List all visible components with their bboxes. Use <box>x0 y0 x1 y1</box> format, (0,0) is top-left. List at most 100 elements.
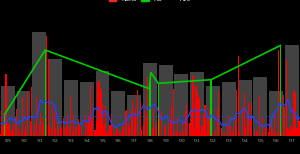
Bar <box>80 81 94 136</box>
Bar <box>167 135 168 136</box>
Bar <box>116 129 117 136</box>
Bar <box>295 94 296 136</box>
Bar <box>85 116 86 136</box>
Bar <box>206 133 207 136</box>
Bar <box>98 81 99 136</box>
Bar <box>271 123 272 136</box>
Bar <box>159 108 160 136</box>
Bar <box>164 127 165 136</box>
Bar <box>257 133 258 136</box>
Bar <box>155 126 156 136</box>
Bar <box>55 129 56 136</box>
Bar <box>117 129 118 136</box>
Bar <box>265 128 266 136</box>
Bar <box>280 45 281 136</box>
Bar <box>229 116 230 136</box>
Bar <box>134 117 135 136</box>
Bar <box>141 130 142 136</box>
Bar <box>14 117 16 136</box>
Bar <box>66 126 67 136</box>
Bar <box>112 125 114 136</box>
Bar <box>123 126 124 136</box>
Bar <box>293 91 295 136</box>
Bar <box>238 80 251 136</box>
Bar <box>124 111 126 136</box>
Bar <box>94 130 95 136</box>
Bar <box>1 111 2 136</box>
Bar <box>40 113 41 136</box>
Bar <box>33 131 34 136</box>
Bar <box>284 107 286 136</box>
Bar <box>103 125 105 136</box>
Bar <box>57 122 58 136</box>
Bar <box>143 63 157 136</box>
Bar <box>259 96 260 136</box>
Bar <box>31 87 32 136</box>
Bar <box>32 32 46 136</box>
Bar <box>211 80 212 136</box>
Bar <box>88 116 89 136</box>
Bar <box>129 126 130 136</box>
Bar <box>298 118 299 136</box>
Bar <box>136 90 138 136</box>
Bar <box>285 45 299 136</box>
Bar <box>73 114 74 136</box>
Bar <box>235 121 236 136</box>
Bar <box>17 128 19 136</box>
Bar <box>277 132 278 136</box>
Bar <box>100 89 102 136</box>
Bar <box>99 81 100 136</box>
Bar <box>8 124 10 136</box>
Bar <box>247 112 248 136</box>
Bar <box>230 126 231 136</box>
Bar <box>194 130 195 136</box>
Bar <box>195 86 196 136</box>
Bar <box>49 125 50 136</box>
Bar <box>192 76 194 136</box>
Bar <box>256 130 257 136</box>
Bar <box>52 106 53 136</box>
Bar <box>63 118 64 136</box>
Bar <box>153 108 154 136</box>
Bar <box>205 105 206 136</box>
Bar <box>5 74 7 136</box>
Bar <box>90 86 91 136</box>
Bar <box>135 109 136 136</box>
Bar <box>64 80 78 136</box>
Bar <box>118 130 120 136</box>
Bar <box>43 125 44 136</box>
Bar <box>173 89 174 136</box>
Bar <box>126 110 127 136</box>
Bar <box>287 128 289 136</box>
Bar <box>176 131 177 136</box>
Bar <box>60 126 61 136</box>
Bar <box>81 127 82 136</box>
Bar <box>150 73 151 136</box>
Bar <box>289 131 290 136</box>
Bar <box>13 124 14 136</box>
Bar <box>146 115 147 136</box>
Bar <box>269 124 270 136</box>
Bar <box>128 124 129 136</box>
Bar <box>25 126 26 136</box>
Bar <box>70 97 71 136</box>
Bar <box>27 92 28 136</box>
Bar <box>206 86 220 136</box>
Bar <box>251 102 252 136</box>
Bar <box>24 132 25 136</box>
Bar <box>72 132 73 136</box>
Bar <box>16 91 31 136</box>
Bar <box>61 128 62 136</box>
Bar <box>114 133 115 136</box>
Bar <box>185 111 186 136</box>
Bar <box>269 91 283 136</box>
Bar <box>132 100 133 136</box>
Bar <box>143 125 144 136</box>
Bar <box>108 130 109 136</box>
Bar <box>232 133 233 136</box>
Bar <box>22 97 23 136</box>
Bar <box>48 59 49 136</box>
Bar <box>106 133 108 136</box>
Bar <box>171 107 172 136</box>
Bar <box>16 109 17 136</box>
